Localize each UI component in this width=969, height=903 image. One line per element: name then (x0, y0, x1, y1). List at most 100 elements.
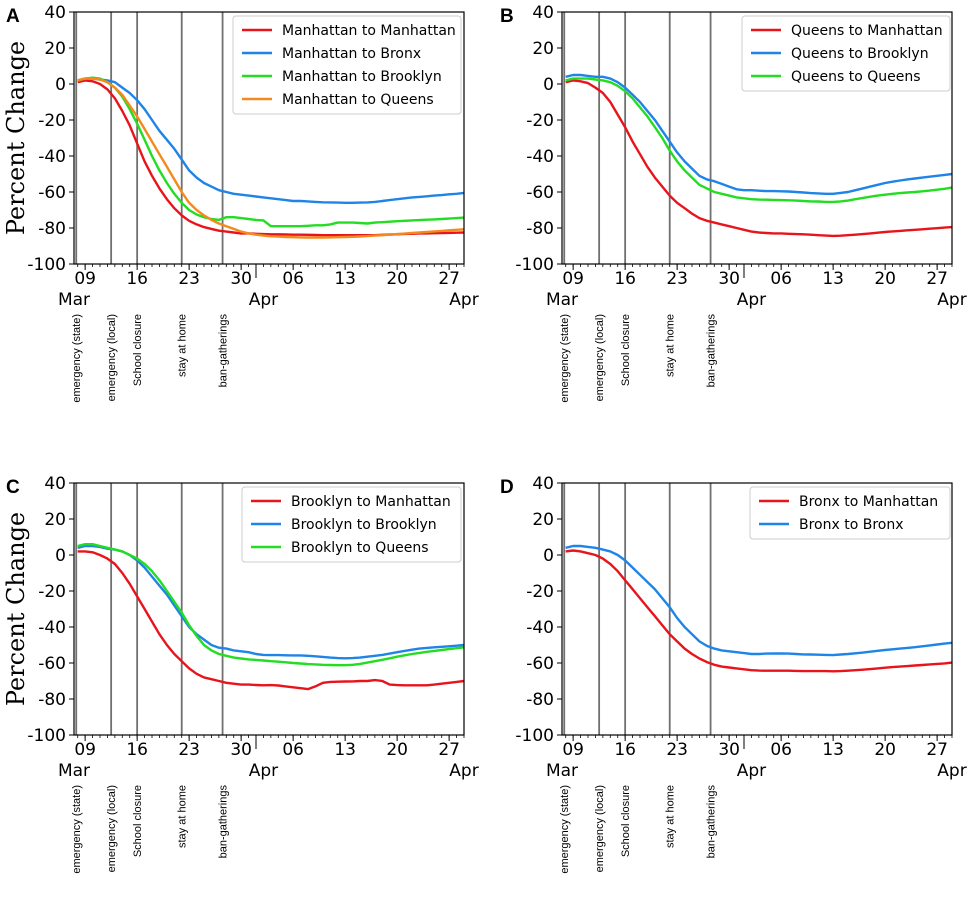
y-tick-label: 40 (44, 474, 66, 494)
legend-label: Brooklyn to Queens (291, 540, 429, 556)
x-tick-label: 27 (438, 269, 460, 289)
x-tick-label: 16 (614, 269, 636, 289)
y-tick-label: -60 (526, 183, 554, 203)
x-tick-label: 16 (614, 740, 636, 760)
event-label: emergency (state) (71, 785, 83, 874)
legend-box (241, 486, 462, 563)
y-tick-label: 0 (543, 75, 554, 95)
y-tick-label: 0 (55, 75, 66, 95)
panel-letter: A (6, 6, 20, 27)
series-line (565, 549, 953, 673)
legend-box (749, 486, 951, 540)
month-label: Apr (249, 290, 278, 310)
month-label: Mar (58, 290, 90, 310)
y-tick-label: -20 (38, 582, 66, 602)
x-tick-label: 23 (178, 740, 200, 760)
x-tick-label: 27 (926, 269, 948, 289)
y-tick-label: -60 (38, 654, 66, 674)
plot-frame (73, 11, 465, 265)
x-tick-label: 30 (718, 740, 740, 760)
month-label: Apr (937, 761, 966, 781)
event-label: ban-gatherings (706, 314, 718, 388)
series-line (77, 550, 465, 691)
legend-label: Brooklyn to Brooklyn (291, 517, 437, 533)
plot-frame (73, 482, 465, 736)
x-tick-label: 13 (822, 269, 844, 289)
event-label: stay at home (177, 314, 189, 377)
series-line (77, 77, 465, 205)
legend-label: Queens to Manhattan (791, 23, 943, 39)
series-line (77, 77, 465, 239)
y-tick-label: 40 (44, 3, 66, 23)
y-tick-label: -60 (38, 183, 66, 203)
plot-frame (561, 482, 953, 736)
event-label: stay at home (665, 785, 677, 848)
panel-letter: B (500, 6, 514, 27)
x-tick-label: 09 (562, 740, 584, 760)
x-tick-label: 13 (334, 269, 356, 289)
y-tick-label: -80 (526, 690, 554, 710)
event-label: emergency (state) (559, 314, 571, 403)
legend-label: Manhattan to Manhattan (282, 23, 456, 39)
event-label: ban-gatherings (706, 785, 718, 859)
panel-letter: D (500, 477, 514, 498)
event-label: emergency (local) (594, 785, 606, 872)
x-tick-label: 09 (562, 269, 584, 289)
panel-a: A Percent Change 40 20 0 -20 -40 -60 -80 -100 09 16… (2, 3, 479, 403)
month-label: Apr (449, 761, 478, 781)
y-tick-label: 20 (44, 39, 66, 59)
x-tick-label: 30 (718, 269, 740, 289)
y-tick-label: -80 (526, 219, 554, 239)
event-label: stay at home (177, 785, 189, 848)
legend-box (741, 15, 951, 92)
event-label: emergency (local) (106, 314, 118, 401)
legend-label: Manhattan to Brooklyn (282, 69, 442, 85)
x-tick-label: 27 (438, 740, 460, 760)
legend-label: Queens to Queens (791, 69, 921, 85)
event-label: emergency (local) (106, 785, 118, 872)
series-line (565, 73, 953, 196)
y-tick-label: 0 (543, 546, 554, 566)
y-tick-label: -60 (526, 654, 554, 674)
x-tick-label: 09 (74, 269, 96, 289)
x-tick-label: 06 (770, 740, 792, 760)
y-tick-label: 40 (532, 474, 554, 494)
event-label: School closure (132, 785, 144, 857)
x-tick-label: 16 (126, 269, 148, 289)
event-label: stay at home (665, 314, 677, 377)
month-label: Apr (449, 290, 478, 310)
x-tick-label: 06 (770, 269, 792, 289)
y-axis-label: Percent Change (2, 512, 30, 706)
x-tick-label: 23 (666, 740, 688, 760)
series-line (77, 543, 465, 667)
event-label: School closure (132, 314, 144, 386)
panel-d: D 40 20 0 -20 -40 -60 -80 -100 09 16 23 30 06 13 20 27 Ma… (500, 474, 967, 874)
y-axis-label: Percent Change (2, 41, 30, 235)
event-label: School closure (620, 785, 632, 857)
series-line (565, 544, 953, 657)
event-label: emergency (local) (594, 314, 606, 401)
panel-b: B 40 20 0 -20 -40 -60 -80 -100 09 16 23 30 06 13 20 27 Ma… (500, 3, 967, 403)
legend-box (232, 15, 462, 115)
event-label: ban-gatherings (218, 314, 230, 388)
x-tick-label: 27 (926, 740, 948, 760)
plot-frame (561, 11, 953, 265)
y-tick-label: -20 (526, 582, 554, 602)
legend-label: Manhattan to Bronx (282, 46, 421, 62)
legend-label: Manhattan to Queens (282, 92, 434, 108)
x-tick-label: 30 (230, 740, 252, 760)
y-tick-label: -100 (515, 726, 554, 746)
y-tick-label: 20 (532, 39, 554, 59)
x-tick-label: 23 (666, 269, 688, 289)
x-tick-label: 20 (386, 269, 408, 289)
y-tick-label: -20 (38, 111, 66, 131)
event-label: emergency (state) (559, 785, 571, 874)
month-label: Apr (249, 761, 278, 781)
month-label: Apr (737, 761, 766, 781)
y-tick-label: -100 (515, 255, 554, 275)
event-label: School closure (620, 314, 632, 386)
y-tick-label: -100 (27, 726, 66, 746)
y-tick-label: -20 (526, 111, 554, 131)
y-tick-label: -100 (27, 255, 66, 275)
series-line (565, 79, 953, 238)
